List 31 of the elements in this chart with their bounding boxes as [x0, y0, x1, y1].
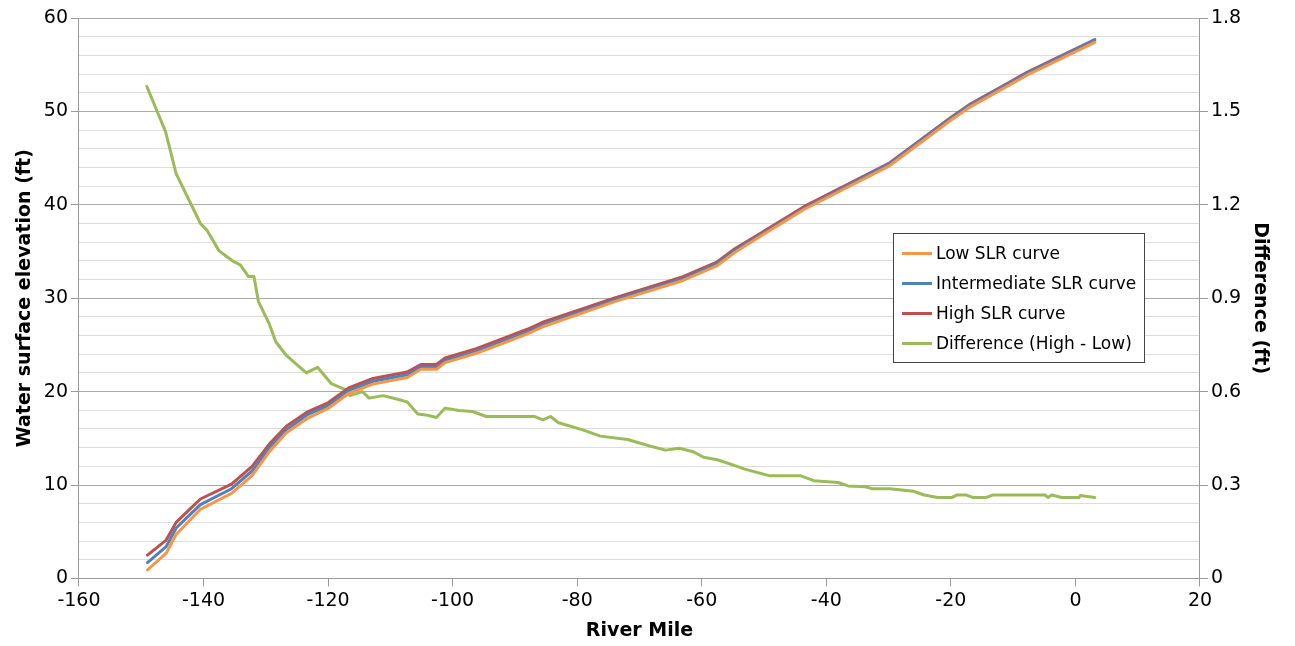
x-tick-label: -100 [431, 587, 475, 610]
x-tick-label: -80 [561, 587, 593, 610]
legend-label: Difference (High - Low) [935, 333, 1132, 354]
y2-tick-label: 1.8 [1210, 4, 1242, 27]
y-axis-title: Water surface elevation (ft) [12, 149, 35, 448]
y-tick-label: 50 [43, 98, 68, 121]
x-tick-label: -120 [306, 587, 350, 610]
x-tick-label: -160 [57, 587, 101, 610]
y-tick-label: 10 [43, 471, 68, 494]
x-tick-label: 20 [1187, 587, 1213, 610]
y-tick-label: 30 [43, 285, 68, 308]
x-tick-label: 0 [1069, 587, 1082, 610]
x-tick-label: -20 [935, 587, 967, 610]
y-tick-label: 20 [43, 378, 68, 401]
y-tick-label: 60 [43, 4, 68, 27]
y2-axis-title: Difference (ft) [1250, 222, 1273, 375]
y2-tick-label: 0.9 [1210, 285, 1242, 308]
y2-tick-label: 0.6 [1210, 378, 1242, 401]
legend-label: Low SLR curve [935, 243, 1060, 264]
legend-label: High SLR curve [935, 303, 1066, 324]
y2-tick-label: 1.2 [1210, 191, 1242, 214]
y2-tick-label: 0.3 [1210, 471, 1242, 494]
x-axis-title: River Mile [585, 617, 694, 640]
y-tick-label: 0 [55, 565, 68, 588]
legend-label: Intermediate SLR curve [935, 273, 1137, 294]
x-tick-label: -140 [181, 587, 226, 610]
x-tick-label: -60 [686, 587, 718, 610]
y2-tick-label: 0 [1210, 565, 1224, 588]
y-tick-label: 40 [43, 191, 68, 214]
y2-tick-label: 1.5 [1210, 98, 1242, 121]
x-tick-label: -40 [810, 587, 842, 610]
